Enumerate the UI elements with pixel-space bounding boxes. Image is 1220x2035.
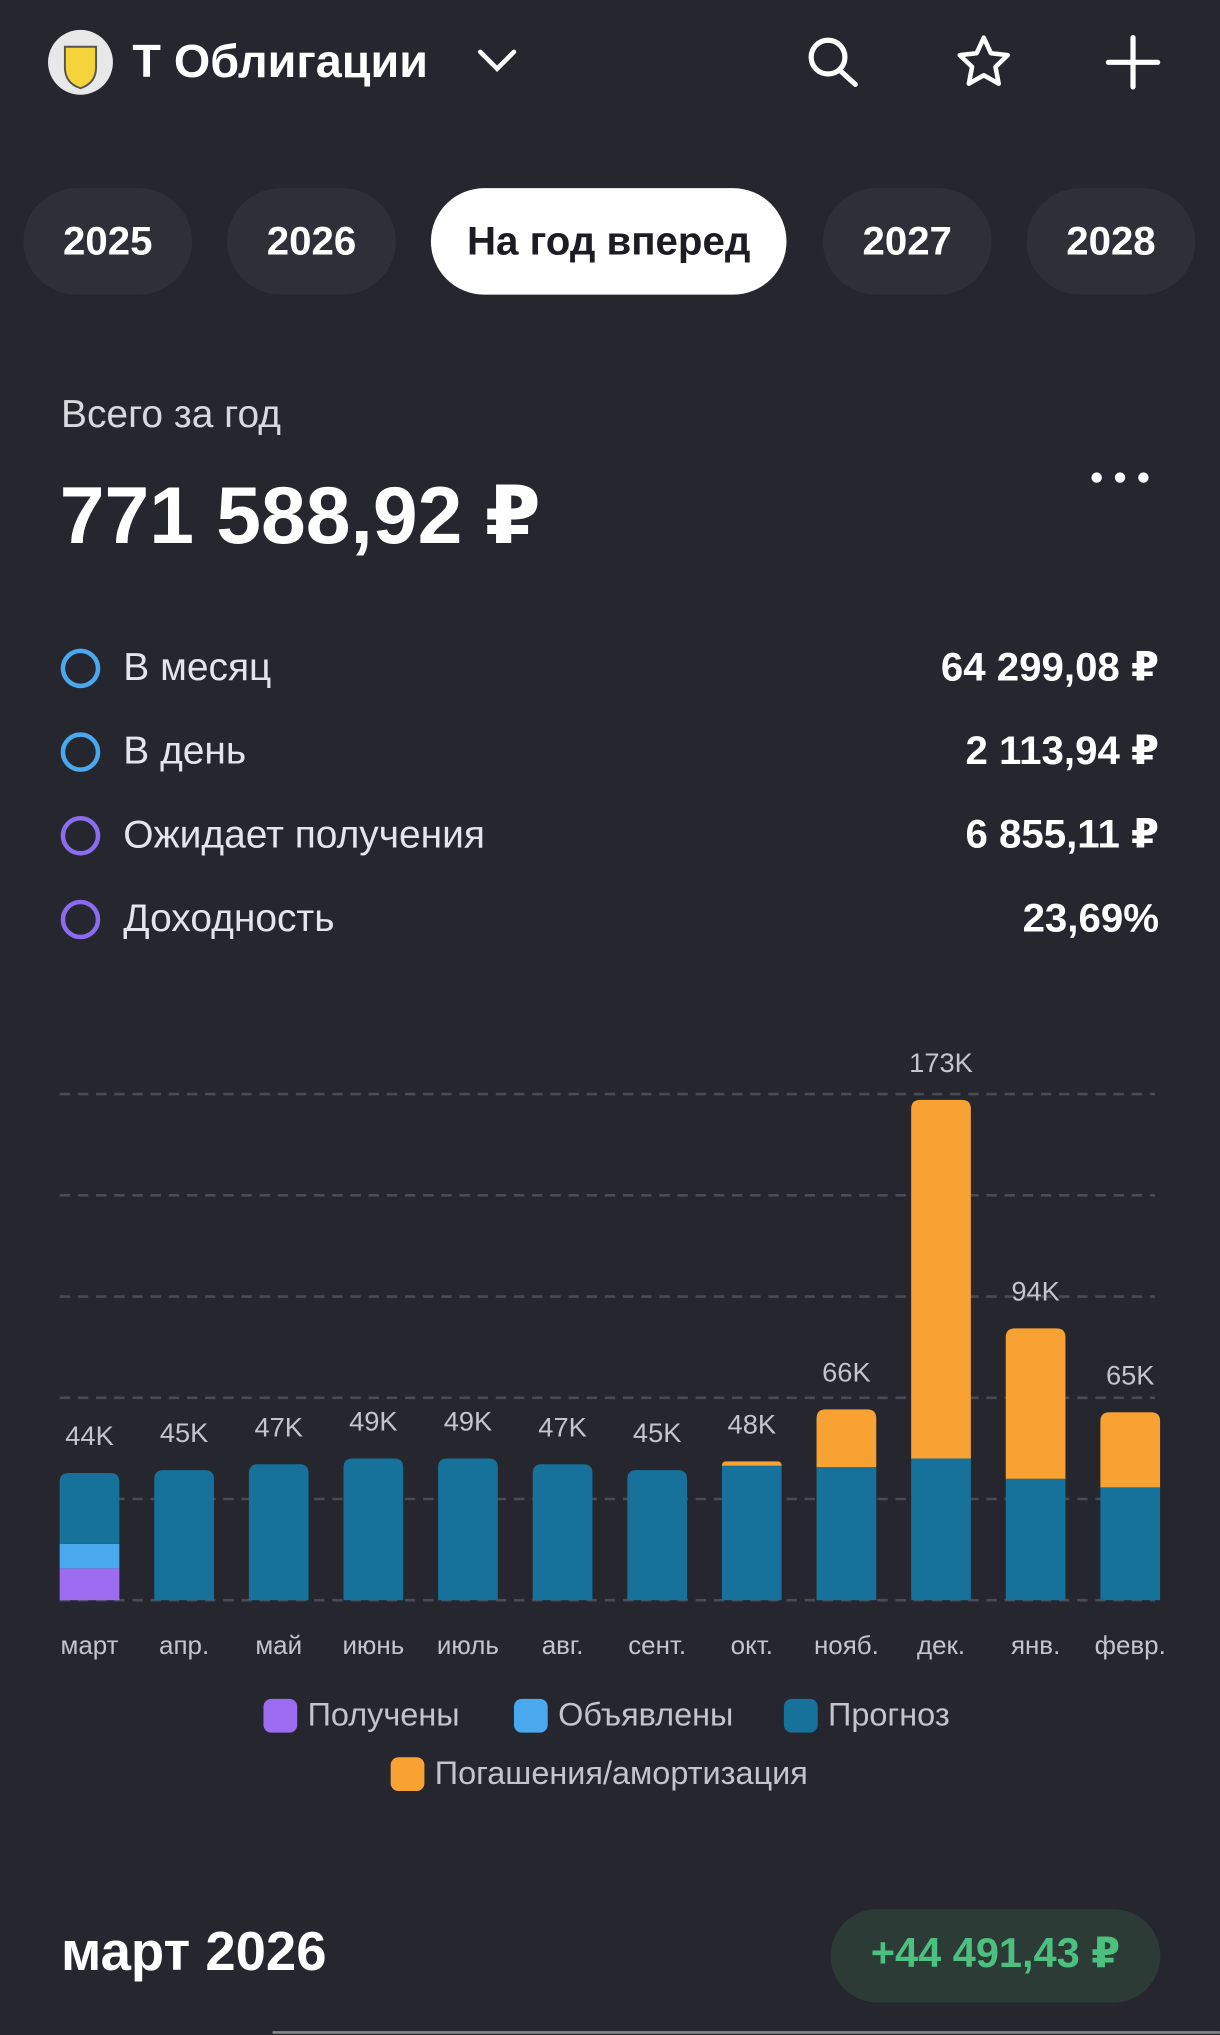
- tab[interactable]: [1026, 188, 1196, 295]
- bar-segment: [59, 1543, 120, 1569]
- tab-selected[interactable]: [430, 188, 787, 295]
- bar-segment: [154, 1470, 214, 1601]
- bar-total-label: 94K: [1011, 1276, 1060, 1307]
- bar-total-label: 66K: [822, 1356, 871, 1387]
- legend-swatch: [513, 1698, 548, 1733]
- bar-segment: [816, 1409, 877, 1468]
- bar-segment: [1005, 1478, 1066, 1601]
- bar-segment: [438, 1458, 498, 1601]
- bar-segment: [248, 1464, 309, 1601]
- bar-total-label: 45K: [633, 1417, 682, 1448]
- favorite-icon[interactable]: [957, 35, 1011, 86]
- add-icon[interactable]: [1105, 35, 1161, 90]
- legend-label: Погашения/амортизация: [435, 1755, 808, 1791]
- change-badge: [830, 1909, 1161, 2003]
- month-change: +44 491,43 ₽: [871, 1929, 1120, 1976]
- x-tick-label: авг.: [542, 1632, 584, 1660]
- tab-label: 2026: [267, 219, 356, 264]
- stat-value: 2 113,94 ₽: [965, 728, 1159, 773]
- legend-swatch: [263, 1698, 298, 1733]
- tab-label: 2028: [1066, 219, 1155, 264]
- year-tabs: 2025 2026 На год вперед 2027 2028: [23, 188, 1196, 295]
- bar-total-label: 173K: [909, 1047, 973, 1078]
- legend-swatch: [390, 1757, 425, 1792]
- summary-label: Всего за год: [61, 393, 281, 436]
- bar-total-label: 44K: [65, 1420, 114, 1451]
- bar-segment: [343, 1458, 404, 1601]
- tab-label: На год вперед: [467, 219, 750, 264]
- dropdown-chevron[interactable]: [477, 49, 517, 72]
- tab-label: 2025: [63, 219, 152, 264]
- bar-total-label: 45K: [160, 1417, 209, 1448]
- stat-ring: [60, 816, 101, 856]
- bar-segment: [911, 1458, 971, 1601]
- bar-segment: [816, 1467, 877, 1601]
- stat-ring: [60, 732, 101, 772]
- x-tick-label: май: [255, 1632, 302, 1660]
- legend-label: Объявлены: [558, 1697, 733, 1733]
- bar-total-label: 47K: [538, 1411, 587, 1442]
- search-icon[interactable]: [808, 37, 858, 87]
- stat-ring: [60, 899, 101, 940]
- more-menu[interactable]: [1091, 472, 1149, 483]
- summary-total: 771 588,92 ₽: [60, 471, 541, 561]
- app-title: Т Облигации: [132, 35, 428, 87]
- tab-label: 2027: [862, 219, 951, 264]
- x-tick-label: июнь: [342, 1632, 404, 1660]
- bar-segment: [1005, 1328, 1066, 1479]
- bar-segment: [721, 1461, 782, 1466]
- bar-segment: [59, 1472, 120, 1544]
- bar-total-label: 65K: [1106, 1359, 1155, 1390]
- tab[interactable]: [23, 188, 193, 295]
- stat-label: Ожидает получения: [123, 813, 485, 856]
- bar-segment: [627, 1470, 688, 1601]
- x-tick-label: июль: [437, 1632, 499, 1660]
- bar-total-label: 49K: [444, 1406, 493, 1437]
- bar-total-label: 47K: [254, 1411, 302, 1442]
- bar-segment: [721, 1465, 782, 1601]
- bar-total-label: 49K: [349, 1406, 398, 1437]
- bar-segment: [59, 1568, 120, 1601]
- bar-segment: [1100, 1412, 1161, 1488]
- legend-swatch: [783, 1698, 818, 1733]
- stat-value: 64 299,08 ₽: [941, 644, 1159, 689]
- logo[interactable]: [48, 29, 113, 95]
- x-tick-label: сент.: [628, 1632, 686, 1660]
- x-tick-label: февр.: [1095, 1632, 1166, 1660]
- bar-segment: [1100, 1487, 1161, 1601]
- stats: В месяц 64 299,08 ₽ В день 2 113,94 ₽ Ожидае…: [60, 644, 1159, 940]
- x-tick-label: дек.: [917, 1632, 965, 1660]
- bar-segment: [911, 1099, 971, 1459]
- tab[interactable]: [822, 188, 992, 295]
- bar-total-label: 48K: [728, 1409, 777, 1440]
- stat-ring: [60, 648, 101, 689]
- stat-label: Доходность: [123, 897, 334, 940]
- month-title: март 2026: [61, 1921, 327, 1982]
- tab[interactable]: [227, 188, 396, 295]
- legend-label: Получены: [308, 1697, 460, 1733]
- stat-value: 6 855,11 ₽: [965, 812, 1159, 857]
- chart: 44K март 45K апр. 47K май 49K июнь 49K июль 47K авг…: [59, 1047, 1166, 1792]
- x-tick-label: нояб.: [814, 1632, 879, 1660]
- x-tick-label: апр.: [159, 1632, 209, 1660]
- stat-value: 23,69%: [1023, 895, 1159, 940]
- x-tick-label: март: [61, 1632, 119, 1660]
- x-tick-label: янв.: [1011, 1632, 1060, 1660]
- legend-label: Прогноз: [828, 1697, 950, 1733]
- x-tick-label: окт.: [731, 1632, 773, 1660]
- stat-label: В месяц: [123, 646, 271, 689]
- stat-label: В день: [123, 730, 246, 773]
- bar-segment: [532, 1464, 593, 1601]
